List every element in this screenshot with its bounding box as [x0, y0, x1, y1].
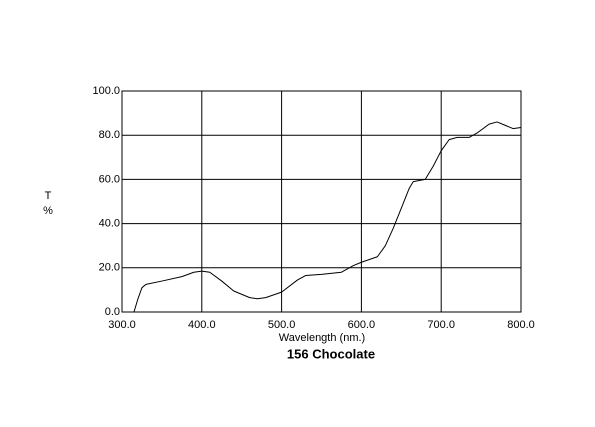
- x-tick-label: 400.0: [188, 319, 216, 331]
- chart-title: 156 Chocolate: [287, 346, 375, 361]
- x-tick-label: 500.0: [268, 319, 296, 331]
- y-tick-label: 80.0: [99, 129, 120, 141]
- y-tick-label: 40.0: [99, 218, 120, 230]
- x-tick-label: 600.0: [348, 319, 376, 331]
- y-tick-label: 0.0: [105, 306, 120, 318]
- x-tick-label: 800.0: [507, 319, 535, 331]
- x-axis-label: Wavelength (nm.): [279, 332, 365, 344]
- x-tick-label: 700.0: [427, 319, 455, 331]
- y-tick-label: 20.0: [99, 262, 120, 274]
- plot-border: [121, 90, 522, 313]
- y-tick-label: 100.0: [92, 85, 120, 97]
- y-tick-label: 60.0: [99, 173, 120, 185]
- y-axis-label: %: [43, 205, 53, 217]
- data-line: [133, 121, 522, 313]
- y-axis-label: T: [45, 190, 52, 202]
- x-tick-label: 300.0: [108, 319, 136, 331]
